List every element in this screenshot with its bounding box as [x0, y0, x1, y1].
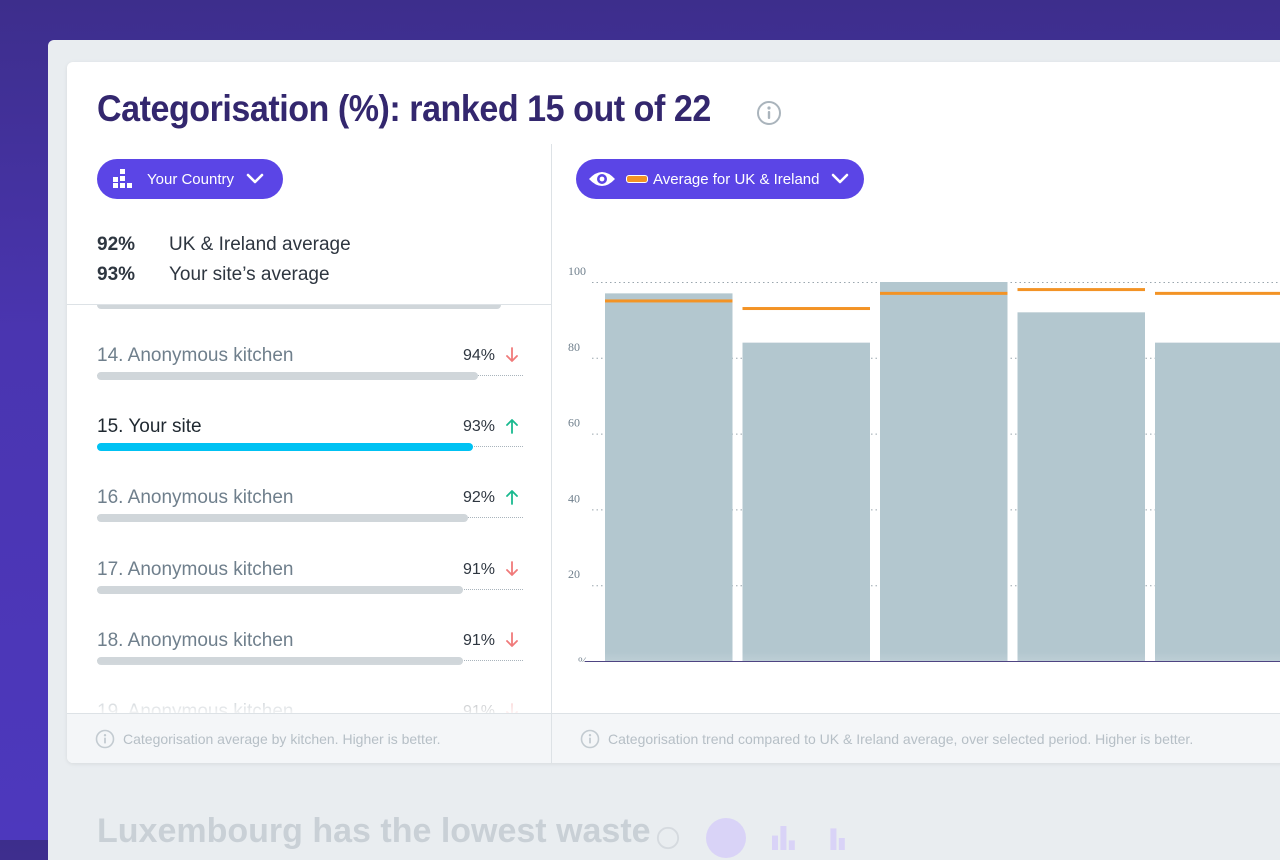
rank-name: 14. Anonymous kitchen [97, 345, 294, 366]
arrow-up-icon [505, 418, 519, 439]
rank-item: 18. Anonymous kitchen 91% [97, 630, 523, 690]
y-tick-label: 40 [568, 491, 580, 505]
rank-percentage: 92% [462, 489, 495, 507]
average-row: 93% Your site’s average [97, 260, 351, 290]
left-footer: Categorisation average by kitchen. Highe… [67, 713, 551, 763]
right-footer: Categorisation trend compared to UK & Ir… [552, 713, 1280, 763]
arrow-down-icon [505, 347, 519, 368]
info-icon [95, 729, 115, 748]
country-filter-label: Your Country [147, 170, 234, 188]
categorisation-card: Categorisation (%): ranked 15 out of 22 … [67, 62, 1280, 763]
rank-item: 17. Anonymous kitchen 91% [97, 559, 523, 619]
section-divider [67, 304, 551, 305]
rank-bar [97, 585, 463, 594]
bar [742, 342, 870, 661]
bar-chart-icon[interactable] [822, 826, 846, 850]
average-value: 93% [97, 264, 136, 285]
average-line [605, 299, 733, 303]
compare-filter-label: Average for UK & Ireland [653, 170, 820, 188]
info-icon [580, 729, 600, 748]
chevron-down-icon [831, 173, 849, 185]
rank-bar [97, 514, 468, 523]
arrow-down-icon [505, 560, 519, 582]
eye-icon [588, 169, 616, 189]
average-line [1017, 288, 1145, 292]
bar [605, 293, 733, 661]
rank-percentage: 91% [462, 560, 495, 578]
rank-name: 18. Anonymous kitchen [97, 629, 294, 651]
average-label: UK & Ireland average [169, 234, 351, 255]
chevron-down-icon [246, 173, 264, 185]
rank-item: 14. Anonymous kitchen 94% [97, 345, 523, 405]
info-icon[interactable] [656, 826, 680, 850]
y-tick-label: % [578, 654, 588, 662]
info-icon[interactable] [756, 100, 782, 131]
country-filter-dropdown[interactable]: Your Country [97, 159, 283, 199]
rank-name: 17. Anonymous kitchen [97, 558, 294, 580]
rank-percentage: 94% [462, 347, 495, 364]
rank-item: 16. Anonymous kitchen 92% [97, 487, 523, 547]
rank-bar [97, 372, 478, 380]
average-line-legend-icon [626, 175, 648, 183]
list-fade [67, 662, 551, 713]
left-footer-text: Categorisation average by kitchen. Highe… [123, 730, 441, 747]
average-value: 92% [97, 234, 136, 255]
right-footer-text: Categorisation trend compared to UK & Ir… [608, 730, 1194, 747]
y-tick-label: 20 [568, 567, 580, 581]
rank-bar [97, 656, 463, 665]
rank-bar [97, 443, 473, 452]
rank-name: 16. Anonymous kitchen [97, 487, 294, 509]
average-row: 92% UK & Ireland average [97, 230, 351, 260]
rank-percentage: 93% [462, 418, 495, 436]
trend-chart-svg: %20406080100Fri, 18 AugSat, 19 AugSun, 2… [568, 264, 1280, 690]
rank-percentage: 91% [462, 631, 495, 649]
column-divider [551, 144, 552, 763]
bar-chart-icon [113, 169, 133, 189]
bar [1155, 342, 1280, 661]
rank-bar [97, 305, 501, 309]
next-card-title: Luxembourg has the lowest waste [97, 812, 651, 850]
rank-name: 15. Your site [97, 416, 202, 438]
bar [880, 282, 1008, 661]
bar [1017, 312, 1145, 661]
arrow-down-icon [505, 631, 519, 653]
y-tick-label: 100 [568, 264, 586, 278]
bar-chart-icon[interactable] [772, 826, 796, 850]
compare-filter-dropdown[interactable]: Average for UK & Ireland [576, 159, 864, 199]
ranking-list[interactable]: 14. Anonymous kitchen 94% 15. Your site 93%… [97, 305, 523, 713]
average-line [742, 307, 870, 311]
average-line [880, 291, 1008, 295]
average-label: Your site’s average [169, 264, 330, 285]
dashboard-background: Categorisation (%): ranked 15 out of 22 … [48, 40, 1280, 860]
bar-chart-icon[interactable] [706, 818, 746, 858]
y-tick-label: 60 [568, 416, 580, 430]
averages-summary: 92% UK & Ireland average 93% Your site’s… [97, 230, 351, 290]
y-tick-label: 80 [568, 340, 580, 354]
trend-chart: %20406080100Fri, 18 AugSat, 19 AugSun, 2… [552, 212, 1280, 690]
rank-item-your-site: 15. Your site 93% [97, 416, 523, 476]
card-title: Categorisation (%): ranked 15 out of 22 [97, 88, 711, 129]
next-card-controls [656, 818, 846, 858]
average-line [1155, 291, 1280, 295]
arrow-up-icon [505, 489, 519, 510]
